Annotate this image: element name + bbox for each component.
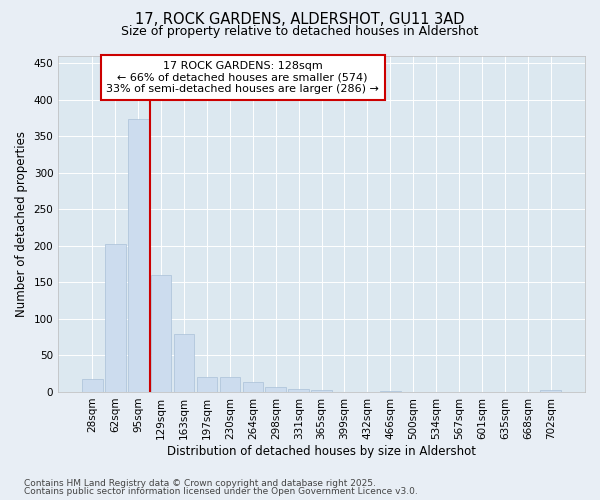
Bar [105,244,125,392]
Bar [311,390,332,392]
Bar [265,387,286,392]
Bar [174,334,194,392]
Text: 17 ROCK GARDENS: 128sqm
← 66% of detached houses are smaller (574)
33% of semi-d: 17 ROCK GARDENS: 128sqm ← 66% of detache… [106,61,379,94]
Bar [220,376,240,392]
Text: Contains HM Land Registry data © Crown copyright and database right 2025.: Contains HM Land Registry data © Crown c… [24,478,376,488]
Text: 17, ROCK GARDENS, ALDERSHOT, GU11 3AD: 17, ROCK GARDENS, ALDERSHOT, GU11 3AD [135,12,465,28]
X-axis label: Distribution of detached houses by size in Aldershot: Distribution of detached houses by size … [167,444,476,458]
Bar [128,119,149,392]
Bar [242,382,263,392]
Bar [289,389,309,392]
Bar [151,275,172,392]
Y-axis label: Number of detached properties: Number of detached properties [15,131,28,317]
Bar [380,391,401,392]
Text: Contains public sector information licensed under the Open Government Licence v3: Contains public sector information licen… [24,487,418,496]
Bar [82,379,103,392]
Bar [197,376,217,392]
Text: Size of property relative to detached houses in Aldershot: Size of property relative to detached ho… [121,25,479,38]
Bar [541,390,561,392]
